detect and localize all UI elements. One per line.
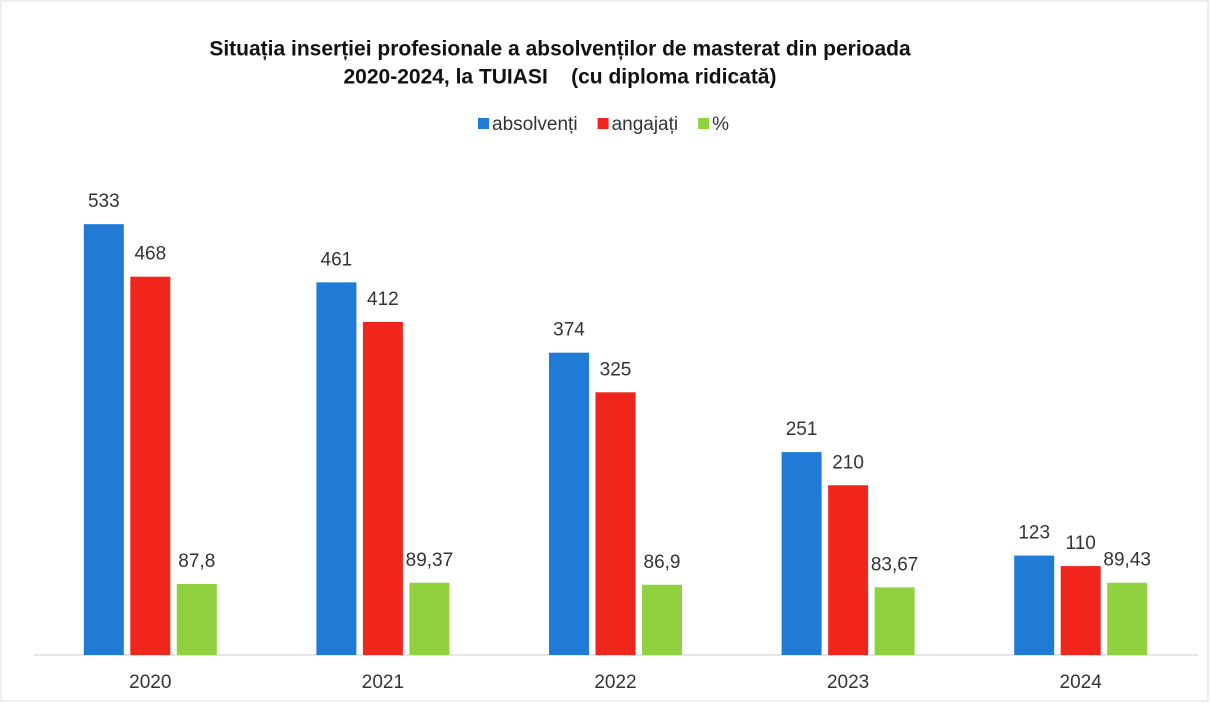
x-tick-label: 2021	[362, 672, 404, 693]
chart-title: 2020-2024, la TUIASI (cu diploma ridicat…	[344, 66, 777, 89]
bar	[83, 224, 124, 656]
bar	[130, 276, 171, 655]
bar	[781, 452, 822, 655]
bar	[362, 321, 403, 655]
legend-swatch	[698, 118, 710, 129]
bar	[176, 584, 217, 655]
data-label: 86,9	[644, 552, 681, 573]
data-label: 83,67	[871, 554, 919, 575]
data-label: 251	[786, 419, 818, 440]
data-label: 87,8	[178, 551, 215, 572]
data-label: 210	[832, 452, 864, 473]
bar	[828, 485, 869, 655]
x-tick-label: 2024	[1060, 672, 1103, 693]
data-label: 461	[321, 249, 353, 270]
legend-label: absolvenți	[492, 114, 578, 135]
data-label: 89,37	[406, 550, 454, 571]
data-label: 89,43	[1103, 550, 1151, 571]
data-label: 110	[1066, 533, 1096, 554]
data-label: 468	[134, 244, 166, 265]
chart-title: Situația inserției profesionale a absolv…	[209, 38, 911, 61]
bar	[1060, 566, 1101, 655]
bar	[595, 392, 636, 655]
data-label: 374	[553, 320, 585, 341]
x-tick-label: 2023	[827, 672, 869, 693]
bar	[874, 587, 915, 655]
bar	[642, 584, 682, 655]
data-label: 533	[88, 191, 120, 212]
bar	[1014, 555, 1055, 655]
data-label: 412	[367, 289, 399, 310]
x-tick-label: 2020	[129, 672, 171, 693]
bar	[1107, 582, 1148, 655]
data-label: 123	[1018, 523, 1050, 544]
bar	[409, 582, 450, 655]
data-label: 325	[600, 359, 632, 380]
legend-swatch	[597, 118, 609, 129]
x-tick-label: 2022	[594, 672, 636, 693]
legend-label: angajați	[612, 114, 679, 135]
bar	[316, 282, 357, 655]
bar	[549, 352, 589, 655]
legend-label: %	[712, 114, 729, 135]
legend-swatch	[478, 118, 489, 129]
